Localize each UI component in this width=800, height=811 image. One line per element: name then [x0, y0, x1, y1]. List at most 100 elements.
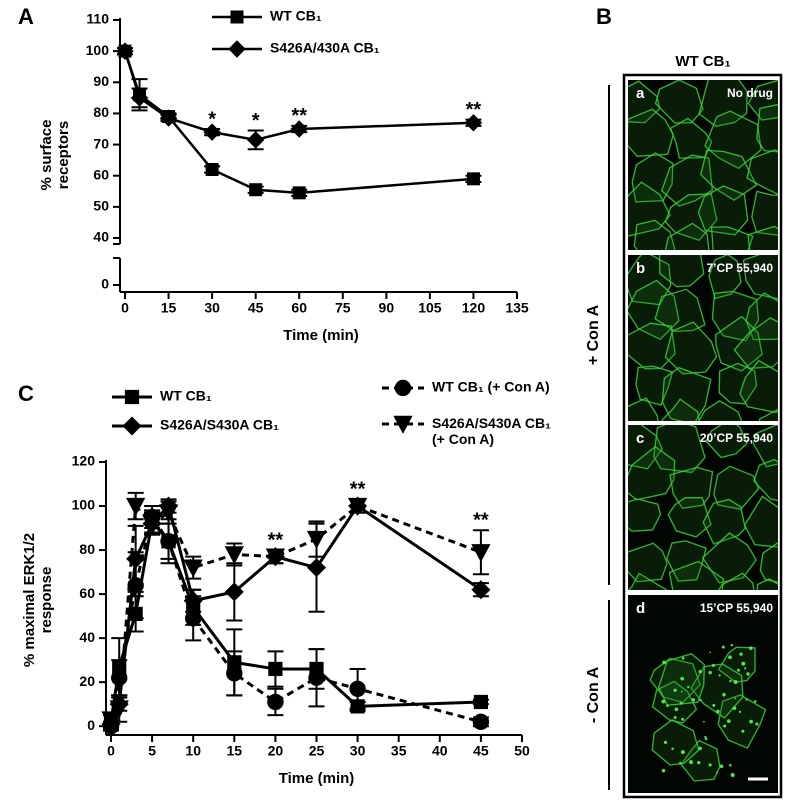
vesicle	[704, 735, 707, 739]
marker-circle	[111, 669, 128, 686]
vesicle	[661, 768, 666, 773]
vesicle	[680, 750, 685, 755]
cell-membrane	[628, 498, 662, 532]
marker-triangle-down	[158, 504, 179, 523]
significance-label: **	[466, 99, 482, 121]
image-label: 15’CP 55,940	[700, 601, 773, 615]
vesicle	[722, 692, 726, 697]
cell-membrane	[704, 110, 762, 170]
cell-membrane	[628, 181, 671, 237]
vesicle	[703, 720, 705, 723]
x-tick-label: 105	[418, 300, 442, 316]
y-tick-label: 50	[93, 198, 109, 214]
cell-membrane	[680, 739, 721, 782]
x-tick-label: 120	[462, 300, 486, 316]
micrograph: d 15’CP 55,940	[628, 595, 778, 793]
marker-diamond	[116, 42, 134, 60]
significance-label: **	[268, 529, 284, 551]
marker-diamond	[159, 109, 178, 127]
cell-membrane	[664, 222, 710, 250]
cell-membrane	[628, 397, 659, 421]
y-axis-label: % maximal ERK1/2response	[21, 533, 55, 667]
image-letter: b	[636, 260, 645, 277]
vesicle	[697, 760, 701, 765]
x-axis-label: Time (min)	[279, 770, 355, 787]
cell-membrane	[651, 719, 700, 766]
vesicle	[716, 709, 720, 714]
y-tick-label: 60	[93, 166, 109, 182]
vesicle	[674, 707, 679, 712]
cell-membrane	[651, 680, 698, 724]
x-tick-label: 135	[505, 300, 529, 316]
image-letter: d	[636, 600, 645, 617]
x-tick-label: 50	[514, 743, 530, 759]
y-tick-label: 100	[86, 42, 110, 58]
cell-membrane	[700, 149, 758, 201]
vesicle	[732, 706, 737, 711]
y-tick-label: 20	[79, 673, 95, 689]
vesicle	[709, 651, 711, 654]
cell-membrane	[747, 225, 778, 250]
vesicle	[662, 660, 666, 665]
vesicle	[745, 698, 748, 701]
vesicle	[749, 719, 753, 724]
marker-circle	[308, 669, 325, 686]
legend-label: S426A/430A CB₁	[270, 40, 380, 56]
marker-square	[292, 186, 306, 200]
legend-label: WT CB₁	[270, 8, 322, 24]
cell-membrane	[667, 497, 712, 538]
x-tick-label: 60	[291, 300, 307, 316]
micrograph: c 20’CP 55,940	[628, 425, 778, 590]
x-tick-label: 40	[432, 743, 448, 759]
cell-membrane	[654, 80, 704, 124]
marker-triangle-down	[393, 415, 413, 434]
image-label: 7’CP 55,940	[707, 261, 774, 275]
marker-circle	[394, 379, 412, 397]
x-tick-label: 35	[391, 743, 407, 759]
significance-label: **	[350, 479, 366, 501]
vesicle	[687, 685, 690, 689]
cell-membrane	[739, 359, 778, 414]
micrograph: b 7’CP 55,940	[628, 255, 778, 421]
y-tick-label: 90	[93, 73, 109, 89]
significance-label: **	[473, 510, 489, 532]
cell-membrane	[668, 560, 725, 590]
vesicle	[730, 773, 735, 777]
legend-label: WT CB₁ (+ Con A)	[432, 379, 550, 395]
cell-membrane	[742, 255, 778, 300]
legend-label: S426A/S430A CB₁ (+ Con A)	[432, 415, 551, 447]
cell-membrane	[746, 149, 778, 196]
marker-triangle-down	[306, 530, 327, 549]
x-tick-label: 15	[227, 743, 243, 759]
image-letter: a	[636, 85, 645, 102]
y-tick-label: 40	[79, 629, 95, 645]
marker-triangle-down	[109, 700, 129, 719]
significance-label: **	[291, 105, 307, 127]
image-letter: c	[636, 430, 644, 447]
cell-membrane	[753, 458, 778, 502]
y-tick-label: 70	[93, 135, 109, 151]
x-tick-label: 15	[161, 300, 177, 316]
cell-membrane	[628, 80, 661, 124]
cell-membrane	[666, 540, 707, 582]
x-axis-label: Time (min)	[283, 327, 359, 344]
marker-triangle-down	[347, 497, 368, 516]
vesicle	[733, 679, 738, 684]
vesicle	[679, 701, 683, 705]
x-tick-label: 0	[107, 743, 115, 759]
marker-square	[466, 172, 480, 186]
marker-circle	[349, 680, 366, 697]
image-label: 20’CP 55,940	[700, 431, 773, 445]
vesicle	[681, 657, 685, 660]
cell-membrane	[747, 80, 778, 121]
cell-membrane	[759, 541, 778, 583]
vesicle	[673, 715, 677, 720]
x-tick-label: 45	[248, 300, 264, 316]
marker-square	[350, 699, 365, 714]
cell-membrane	[717, 572, 755, 590]
marker-triangle-down	[183, 559, 203, 578]
vesicle	[748, 646, 753, 650]
y-tick-label: 40	[93, 229, 109, 245]
